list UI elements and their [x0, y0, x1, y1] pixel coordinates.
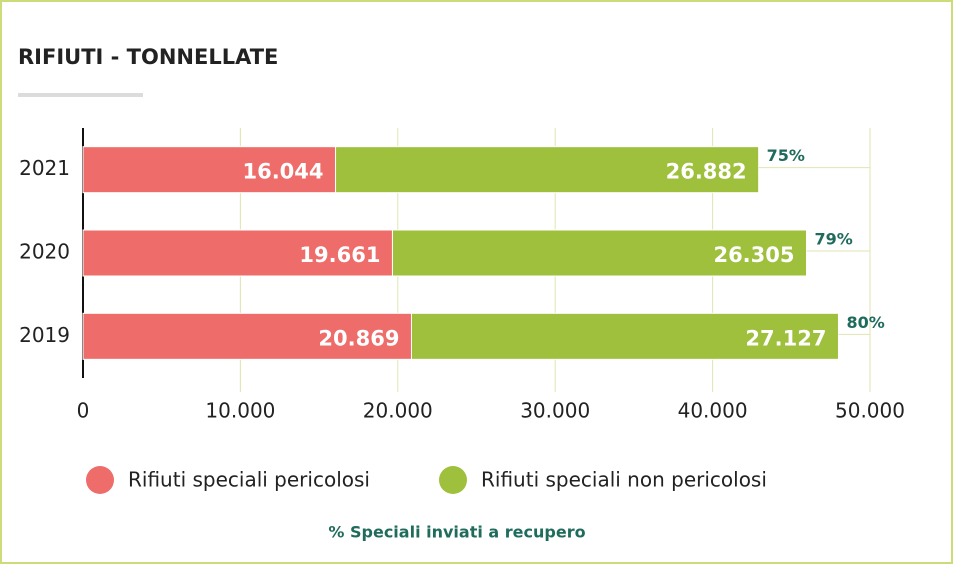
legend-label: Rifiuti speciali pericolosi	[128, 468, 370, 492]
value-label: 16.044	[242, 160, 323, 184]
bar-segment	[82, 229, 393, 277]
x-tick-label: 50.000	[835, 399, 905, 423]
bar-segment	[335, 146, 760, 194]
x-tick-label: 40.000	[678, 399, 748, 423]
legend-swatch	[439, 466, 467, 494]
value-label: 26.882	[666, 160, 747, 184]
legend-label: Rifiuti speciali non pericolosi	[481, 468, 767, 492]
x-tick-label: 20.000	[363, 399, 433, 423]
annotation-label: 80%	[846, 313, 884, 332]
annotation-label: 79%	[815, 230, 853, 249]
x-tick-label: 10.000	[205, 399, 275, 423]
bar-segment	[410, 312, 839, 360]
value-label: 19.661	[299, 243, 380, 267]
value-label: 27.127	[745, 326, 826, 350]
x-tick-label: 0	[77, 399, 90, 423]
bar-segment	[82, 312, 412, 360]
annotation-legend: % Speciali inviati a recupero	[328, 523, 585, 542]
title-underline	[18, 93, 143, 97]
bar-segment	[391, 229, 808, 277]
chart-title: RIFIUTI - TONNELLATE	[18, 45, 278, 69]
value-label: 20.869	[318, 326, 399, 350]
legend-swatch	[86, 466, 114, 494]
y-tick-label: 2019	[19, 323, 70, 347]
y-tick-label: 2021	[19, 156, 70, 180]
value-label: 26.305	[713, 243, 794, 267]
y-tick-label: 2020	[19, 240, 70, 264]
x-tick-label: 30.000	[520, 399, 590, 423]
annotation-label: 75%	[767, 146, 805, 165]
